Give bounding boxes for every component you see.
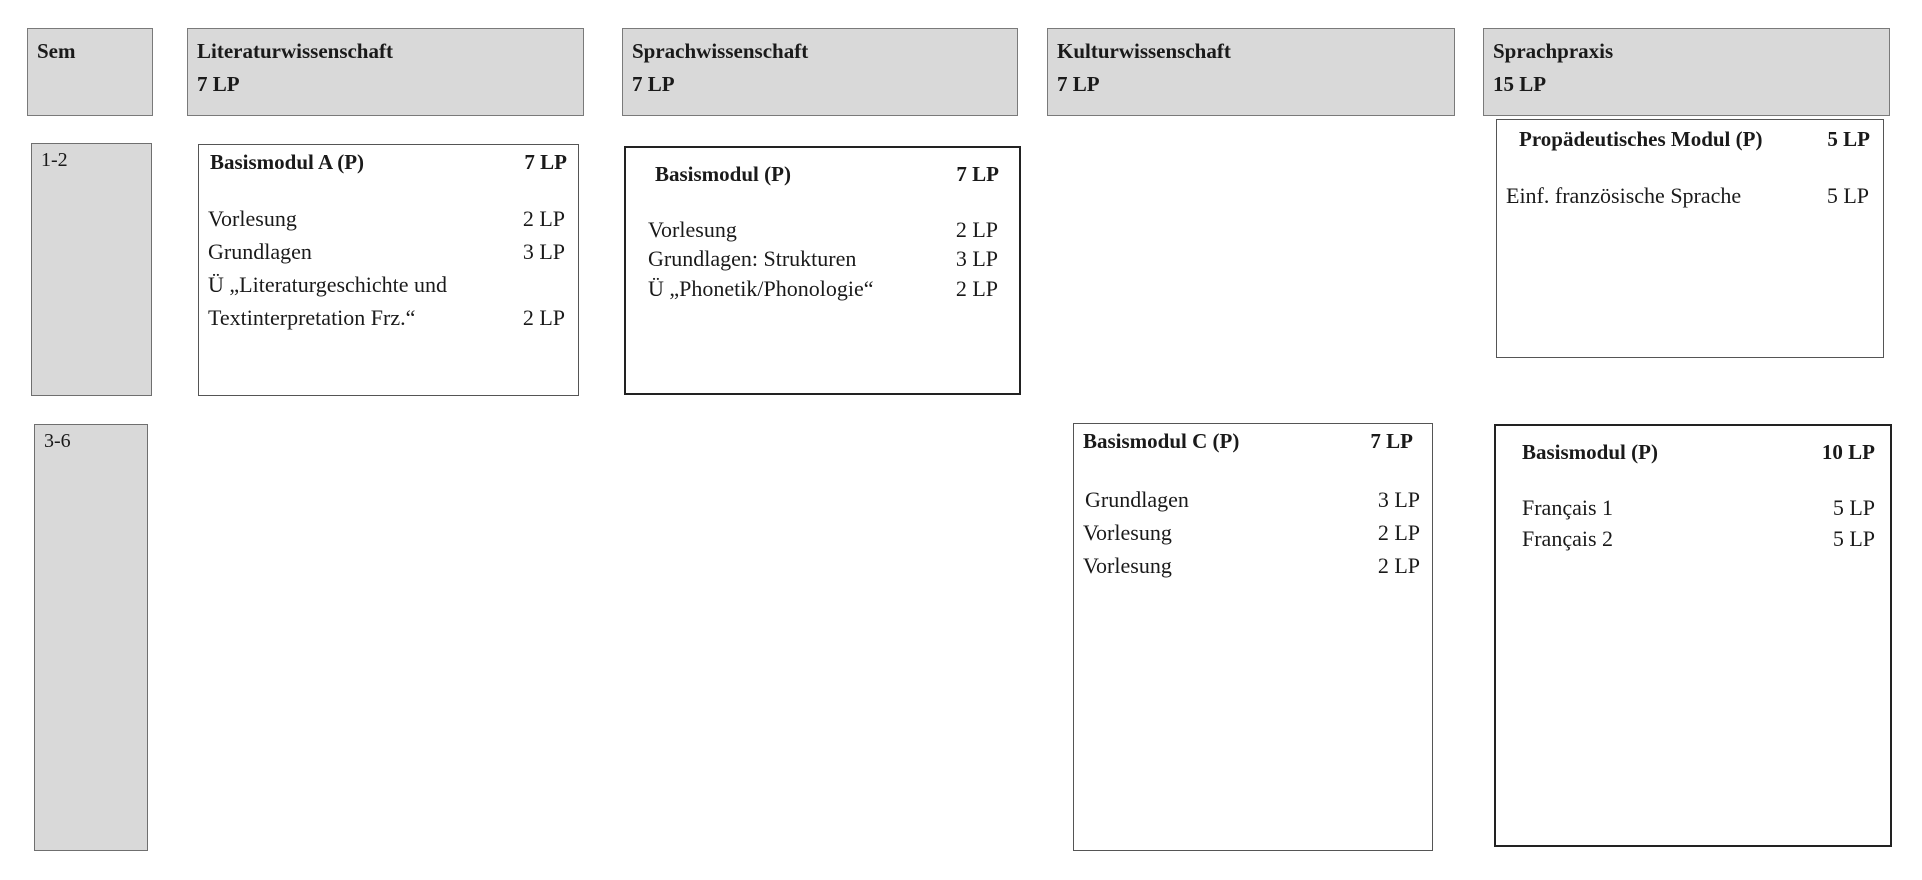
item-lp: 2 LP	[522, 206, 565, 231]
item-name: Textinterpretation Frz.“	[208, 305, 416, 330]
header-literaturwissenschaft: Literaturwissenschaft 7 LP	[187, 28, 584, 116]
header-title: Sprachwissenschaft	[632, 39, 809, 63]
module-title: Basismodul (P)	[1522, 440, 1658, 464]
semester-3-6: 3-6	[34, 424, 148, 851]
item-lp: 2 LP	[955, 217, 998, 242]
item-name: Français 2	[1522, 526, 1614, 551]
header-kulturwissenschaft: Kulturwissenschaft 7 LP	[1047, 28, 1455, 116]
item-name: Vorlesung	[208, 206, 297, 231]
module-lp: 5 LP	[1827, 127, 1870, 151]
header-title: Sprachpraxis	[1493, 39, 1614, 63]
item-lp: 3 LP	[522, 239, 565, 264]
item-name: Grundlagen	[208, 239, 312, 264]
semester-1-2: 1-2	[31, 143, 152, 396]
item-lp: 5 LP	[1832, 495, 1875, 520]
module-title: Basismodul A (P)	[210, 150, 365, 174]
item-name: Vorlesung	[1083, 553, 1172, 578]
module-sprach-basismodul: Basismodul (P) 7 LP Vorlesung 2 LP Grund…	[624, 146, 1021, 395]
item-lp: 2 LP	[1377, 520, 1420, 545]
semester-label: 3-6	[44, 430, 71, 452]
item-name: Français 1	[1522, 495, 1614, 520]
module-title: Basismodul C (P)	[1083, 429, 1240, 453]
item-name: Ü „Phonetik/Phonologie“	[648, 276, 874, 301]
item-name: Vorlesung	[648, 217, 737, 242]
module-lp: 7 LP	[956, 162, 999, 186]
header-sem: Sem	[27, 28, 153, 116]
semester-label: 1-2	[41, 149, 68, 171]
item-lp: 3 LP	[955, 246, 998, 271]
header-lp: 7 LP	[197, 72, 240, 96]
item-lp: 5 LP	[1826, 183, 1869, 208]
item-lp: 2 LP	[955, 276, 998, 301]
item-lp: 3 LP	[1377, 487, 1420, 512]
module-kultur-basismodul-c: Basismodul C (P) 7 LP Grundlagen 3 LP Vo…	[1073, 423, 1433, 851]
module-propaedeutisches-modul: Propädeutisches Modul (P) 5 LP Einf. fra…	[1496, 119, 1884, 358]
module-lp: 7 LP	[1370, 429, 1413, 453]
item-lp: 2 LP	[522, 305, 565, 330]
item-name: Einf. französische Sprache	[1506, 183, 1742, 208]
header-title: Literaturwissenschaft	[197, 39, 393, 63]
module-lit-basismodul-a: Basismodul A (P) 7 LP Vorlesung 2 LP Gru…	[198, 144, 579, 396]
header-lp: 7 LP	[1057, 72, 1100, 96]
module-praxis-basismodul: Basismodul (P) 10 LP Français 1 5 LP Fra…	[1494, 424, 1892, 847]
header-lp: 7 LP	[632, 72, 675, 96]
module-title: Propädeutisches Modul (P)	[1519, 127, 1763, 151]
item-name: Vorlesung	[1083, 520, 1172, 545]
header-sem-title: Sem	[37, 39, 76, 63]
header-sprachwissenschaft: Sprachwissenschaft 7 LP	[622, 28, 1018, 116]
header-sprachpraxis: Sprachpraxis 15 LP	[1483, 28, 1890, 116]
item-lp: 5 LP	[1832, 526, 1875, 551]
module-lp: 10 LP	[1821, 440, 1875, 464]
item-name: Grundlagen: Strukturen	[648, 246, 857, 271]
item-name: Ü „Literaturgeschichte und	[208, 272, 448, 297]
header-lp: 15 LP	[1493, 72, 1547, 96]
module-title: Basismodul (P)	[655, 162, 791, 186]
header-title: Kulturwissenschaft	[1057, 39, 1231, 63]
item-lp: 2 LP	[1377, 553, 1420, 578]
item-name: Grundlagen	[1085, 487, 1189, 512]
module-lp: 7 LP	[524, 150, 567, 174]
